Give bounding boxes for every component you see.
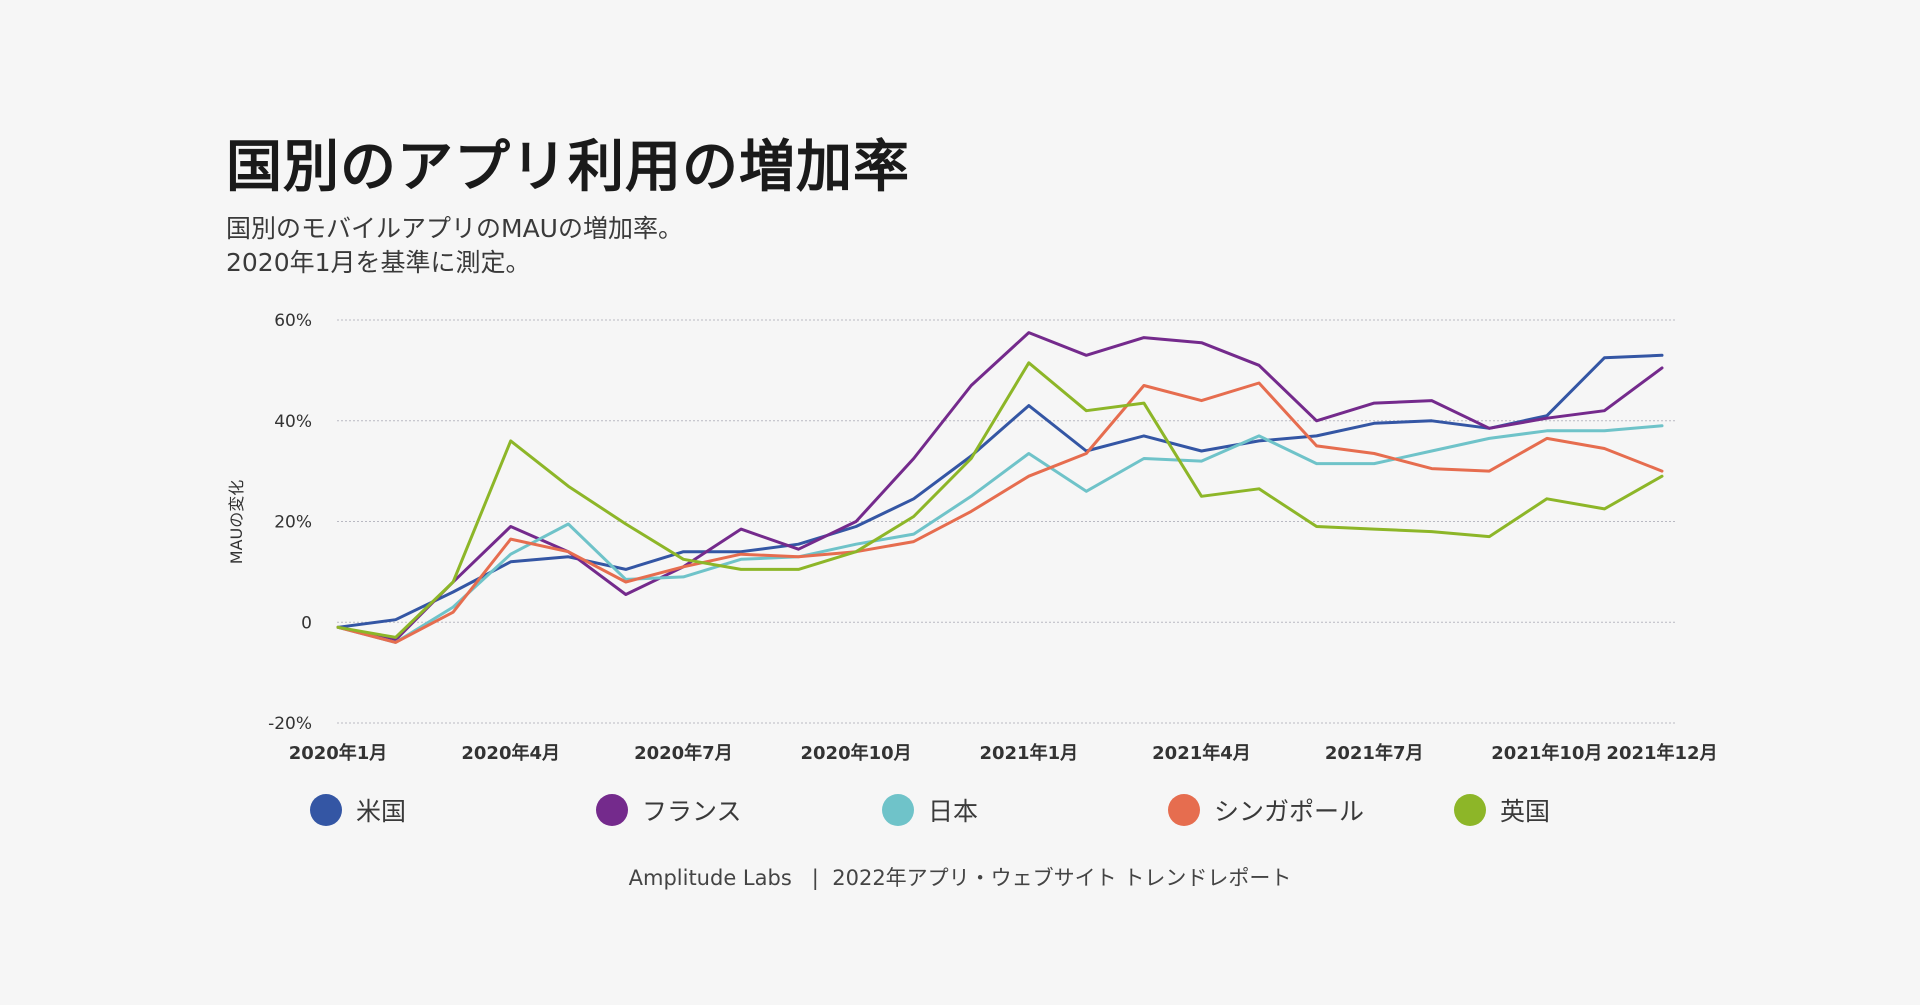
- legend-item: シンガポール: [1168, 790, 1364, 830]
- legend-item: 米国: [310, 790, 406, 830]
- x-tick-label: 2021年7月: [1325, 742, 1424, 764]
- page-subtitle: 国別のモバイルアプリのMAUの増加率。 2020年1月を基準に測定。: [226, 212, 683, 280]
- legend-label: シンガポール: [1214, 797, 1365, 826]
- legend-item: 英国: [1454, 790, 1550, 830]
- footer-org: Amplitude Labs: [628, 866, 792, 890]
- x-tick-label: 2020年7月: [634, 742, 733, 764]
- series-line: [336, 353, 1664, 629]
- legend-swatch: [882, 794, 914, 826]
- chart-legend: 米国 フランス 日本 シンガポール 英国: [0, 790, 1920, 830]
- y-axis-label: MAUの変化: [227, 480, 246, 564]
- legend-label: 英国: [1500, 797, 1551, 826]
- legend-swatch: [596, 794, 628, 826]
- legend-label: 日本: [928, 797, 979, 826]
- y-tick-label: 60%: [274, 311, 312, 331]
- series-line: [336, 381, 1664, 644]
- x-tick-label: 2020年10月: [801, 742, 912, 764]
- series-line: [336, 424, 1664, 644]
- x-axis-ticks: 2020年1月 2020年4月 2020年7月 2020年10月 2021年1月 2021…: [289, 742, 1718, 764]
- x-tick-label: 2020年4月: [461, 742, 560, 764]
- x-tick-label: 2021年1月: [979, 742, 1078, 764]
- legend-swatch: [1168, 794, 1200, 826]
- legend-swatch: [1454, 794, 1486, 826]
- y-tick-label: 20%: [274, 513, 312, 533]
- y-tick-label: 40%: [274, 412, 312, 432]
- chart-gridlines: [337, 319, 1676, 724]
- series-line: [336, 361, 1664, 639]
- legend-label: フランス: [642, 797, 742, 826]
- footer-report: 2022年アプリ・ウェブサイト トレンドレポート: [832, 866, 1292, 890]
- legend-label: 米国: [356, 797, 407, 826]
- legend-swatch: [310, 794, 342, 826]
- footer-separator: |: [811, 866, 819, 890]
- series-line: [336, 331, 1664, 642]
- x-tick-label: 2021年10月: [1491, 742, 1602, 764]
- page-title: 国別のアプリ利用の増加率: [226, 135, 910, 200]
- y-axis-ticks: 60% 40% 20% 0 -20%: [268, 311, 312, 734]
- footer: Amplitude Labs | 2022年アプリ・ウェブサイト トレンドレポー…: [0, 862, 1920, 892]
- chart-series: [336, 331, 1664, 644]
- subtitle-line-1: 国別のモバイルアプリのMAUの増加率。: [226, 214, 683, 243]
- x-tick-label: 2021年12月: [1606, 742, 1717, 764]
- legend-item: フランス: [596, 790, 742, 830]
- y-tick-label: 0: [301, 613, 312, 633]
- x-tick-label: 2021年4月: [1152, 742, 1251, 764]
- subtitle-line-2: 2020年1月を基準に測定。: [226, 248, 531, 277]
- x-tick-label: 2020年1月: [289, 742, 388, 764]
- legend-item: 日本: [882, 790, 978, 830]
- y-tick-label: -20%: [268, 714, 312, 734]
- line-chart: 60%40%20%0-20% 2020年1月 2020年4月 2020年7月 2020…: [227, 311, 1718, 764]
